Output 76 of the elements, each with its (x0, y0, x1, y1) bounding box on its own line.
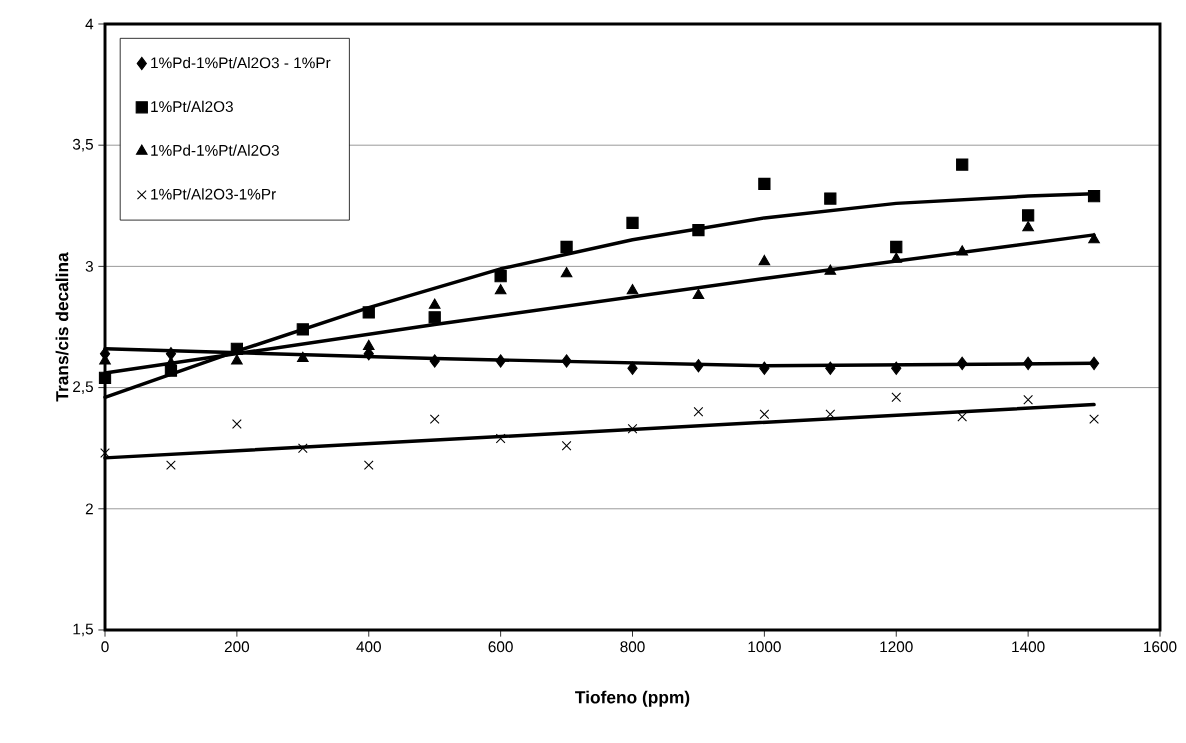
point (1087, 189, 1101, 203)
point (428, 311, 441, 324)
point (98, 371, 112, 385)
point (1022, 220, 1034, 232)
point (626, 283, 639, 295)
x-axis-title: Tiofeno (ppm) (575, 690, 690, 707)
point (824, 192, 837, 205)
point (627, 423, 638, 434)
y-tick-label: 3,5 (72, 138, 93, 152)
point (825, 361, 836, 375)
point (363, 460, 374, 471)
point (627, 361, 638, 375)
point (824, 264, 837, 275)
y-tick-label: 2 (85, 503, 93, 515)
point (692, 223, 705, 237)
point (165, 346, 177, 361)
point (957, 356, 968, 371)
point (495, 433, 506, 444)
point (495, 354, 506, 368)
point (362, 306, 375, 319)
y-axis-title: Trans/cis decalina (55, 252, 69, 402)
point (891, 361, 902, 375)
point (230, 342, 244, 355)
x-tick-label: 800 (620, 641, 645, 653)
point (561, 440, 572, 451)
legend-label: 1%Pd-1%Pt/Al2O3 - 1%Pr (151, 57, 331, 69)
x-tick-label: 1000 (748, 641, 781, 653)
y-tick-label: 4 (85, 18, 94, 30)
point (956, 245, 969, 256)
point (890, 252, 903, 263)
point (296, 351, 309, 363)
point (297, 443, 308, 454)
point (429, 414, 440, 424)
point (560, 240, 573, 254)
point (561, 354, 572, 368)
point (166, 460, 176, 471)
legend-label: 1%Pt/Al2O3 (151, 100, 233, 113)
point (1089, 414, 1099, 424)
point (1088, 356, 1100, 371)
point (758, 254, 771, 266)
point (296, 323, 309, 336)
point (758, 177, 771, 191)
point (560, 266, 573, 278)
y-tick-label: 1,5 (73, 623, 93, 637)
point (890, 240, 903, 254)
point (1023, 394, 1033, 405)
point (693, 406, 704, 417)
legend-label: 1%Pd-1%Pt/Al2O3 (151, 144, 279, 156)
point (891, 392, 902, 403)
point (692, 288, 705, 300)
point (1022, 356, 1034, 371)
point (494, 269, 507, 283)
x-tick-label: 400 (356, 641, 381, 653)
point (693, 359, 704, 373)
point (429, 354, 440, 368)
point (231, 354, 243, 365)
point (626, 216, 639, 229)
point (956, 158, 969, 171)
x-tick-label: 1400 (1012, 641, 1045, 653)
x-tick-label: 1600 (1144, 641, 1177, 653)
point (759, 409, 770, 420)
point (1088, 233, 1100, 244)
point (100, 448, 110, 458)
point (1021, 209, 1035, 222)
point (232, 419, 242, 429)
point (494, 283, 507, 295)
point (428, 298, 441, 309)
legend-label: 1%Pt/Al2O3-1%Pr (151, 188, 276, 200)
x-tick-label: 1200 (880, 641, 913, 653)
y-tick-label: 2,5 (73, 381, 93, 394)
point (362, 339, 375, 350)
x-tick-label: 200 (224, 641, 250, 653)
x-tick-label: 600 (488, 641, 513, 653)
x-tick-label: 0 (101, 641, 109, 653)
point (759, 361, 770, 375)
y-tick-label: 3 (85, 260, 93, 272)
